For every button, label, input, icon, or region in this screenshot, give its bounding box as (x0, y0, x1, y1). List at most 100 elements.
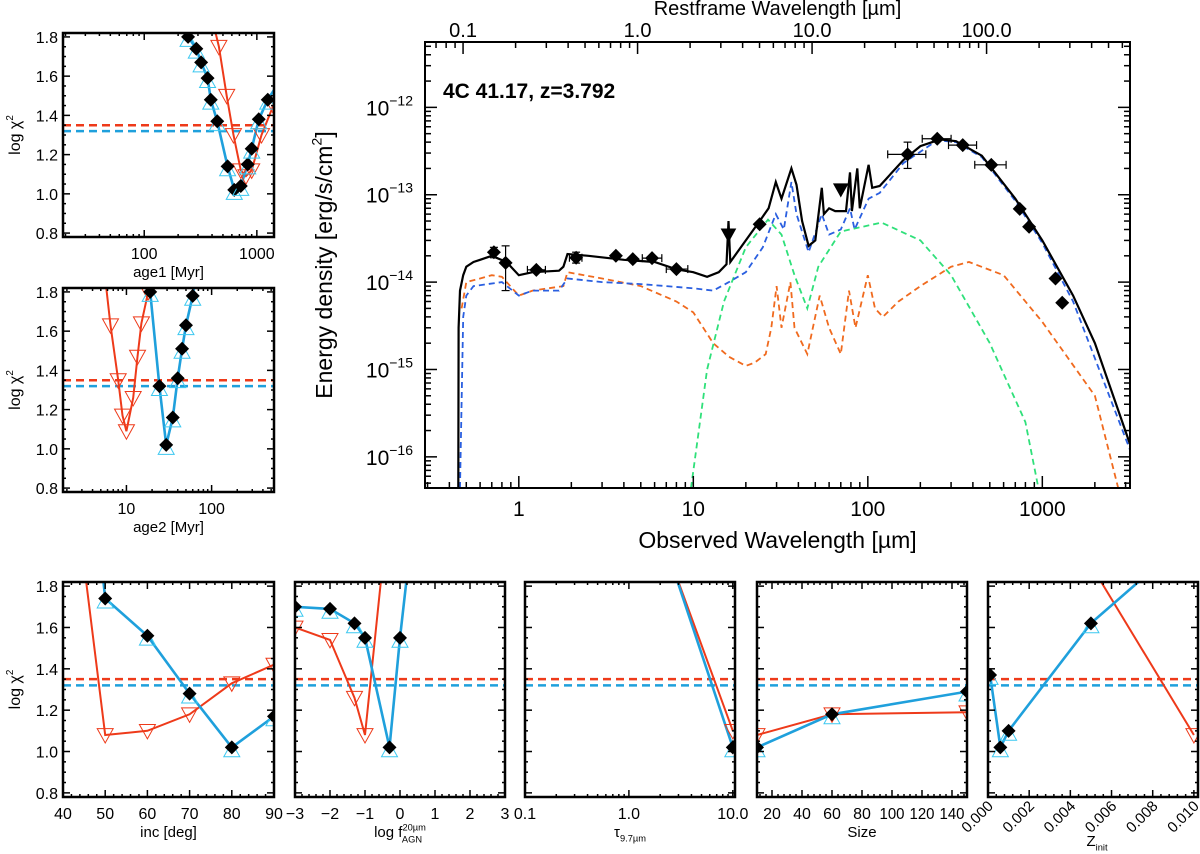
y-tick-label: 1.2 (36, 148, 58, 165)
y-axis-label: log χ2 (5, 370, 24, 410)
y-tick-exponent: −12 (389, 92, 413, 108)
y-tick-label: 1.6 (36, 324, 58, 341)
chi2-panel-tau: 0.1 1.0 10.0 τ9.7µm (514, 580, 748, 844)
chi2-line-red (295, 582, 382, 736)
sed-model-total-line (457, 138, 1130, 488)
x-tick-label: 10 (118, 501, 136, 518)
x-tick-label: −3 (286, 806, 304, 823)
y-axis-label-main: log χ (7, 120, 24, 155)
red-triangle-marker (96, 728, 115, 745)
diamond-marker (165, 410, 180, 425)
diamond-marker (182, 686, 197, 701)
diamond-marker (143, 288, 158, 299)
diamond-marker (323, 601, 337, 616)
x-axis-label: Size (847, 824, 876, 841)
red-triangle-marker (224, 128, 243, 145)
diamond-marker (960, 684, 967, 699)
x-tick-label: 0.004 (1041, 798, 1080, 837)
y-tick-label: 1.0 (36, 442, 58, 459)
x-axis-label-main: inc [deg] (140, 824, 197, 841)
chi2-plot-area (988, 582, 1198, 758)
sed-model-starburst-line (459, 139, 1130, 488)
red-triangle-marker (217, 88, 236, 105)
x-axis-label-main: Observed Wavelength [µm] (638, 527, 916, 553)
red-triangle-marker (132, 316, 151, 333)
x-tick-label: 0.010 (1164, 798, 1200, 837)
x-axis-label-sub: init (1096, 843, 1108, 853)
photometry-point (955, 138, 970, 153)
y-tick-exponent: −14 (389, 267, 413, 283)
chi2-axes-frame (755, 580, 969, 799)
diamond-marker (233, 179, 248, 193)
y-tick-label: 1.0 (36, 745, 58, 762)
y-axis-label-main: log χ (7, 675, 24, 710)
diamond-marker (220, 159, 235, 174)
y-tick-base: 10 (366, 359, 389, 382)
y-tick-label: 1.4 (36, 108, 58, 125)
diamond-marker (98, 591, 113, 606)
red-triangle-marker (237, 169, 255, 186)
x-tick-label: 1 (431, 806, 440, 823)
chi2-axes-frame (523, 580, 737, 799)
y-tick-label: 1.8 (36, 30, 58, 47)
x-tick-label: −2 (321, 806, 339, 823)
x-axis-label: τ9.7µm (614, 824, 646, 844)
y-axis-label-sup: 2 (5, 669, 16, 675)
y-tick-base: 10 (366, 272, 389, 295)
x-tick-label: 0.002 (999, 798, 1038, 837)
diamond-marker (393, 630, 407, 645)
diamond-marker (251, 112, 266, 127)
y-tick-exponent: −13 (389, 180, 413, 196)
chi2-line-blue (757, 690, 967, 749)
sed-title-annotation: 4C 41.17, z=3.792 (443, 80, 615, 103)
x-axis-label-sub: AGN (402, 834, 422, 844)
x-axis-label-main: age2 [Myr] (133, 519, 204, 536)
y-tick-label: 0.8 (36, 226, 58, 243)
diamond-marker (194, 55, 209, 70)
chi2-plot-area (295, 582, 505, 758)
chi2-plot-area (757, 677, 967, 758)
red-triangle-marker (180, 707, 199, 724)
y-tick-label: 1.6 (36, 620, 58, 637)
diamond-marker (152, 379, 167, 394)
photometry-point (569, 250, 584, 265)
chi2-line-red (677, 582, 734, 732)
y-tick-base: 10 (366, 97, 389, 120)
x-tick-label: 100 (131, 246, 158, 263)
red-triangle-marker (101, 318, 120, 335)
diamond-marker (189, 41, 204, 56)
chi2-line-blue (102, 582, 274, 750)
x-tick-label: 60 (139, 806, 157, 823)
upper-limit-marker (832, 183, 849, 198)
chi2-panel-fAGN: −3 −2 −1 0 1 2 3 log f20µm AGN (286, 580, 510, 844)
red-triangle-marker (128, 349, 147, 366)
red-triangle-marker (723, 723, 735, 740)
upper-limit-marker (720, 228, 737, 243)
red-triangle-marker (295, 620, 304, 637)
red-triangle-marker (117, 424, 136, 441)
chi2-line-red (105, 288, 150, 432)
y-axis-label-main: log χ (7, 375, 24, 410)
photometry-point (930, 131, 945, 146)
x-tick-label: 0.008 (1123, 798, 1162, 837)
y-tick-label: 10−14 (366, 267, 413, 295)
x-tick-label: 90 (265, 806, 283, 823)
chi2-line-red (85, 582, 274, 737)
y-tick-exponent: −15 (389, 354, 413, 370)
y-tick-label: 10−16 (366, 442, 413, 470)
sed-plot-area (457, 131, 1130, 488)
x-tick-label: 100 (198, 501, 225, 518)
y-tick-label: 1.8 (36, 285, 58, 302)
photometry-point (900, 147, 915, 162)
diamond-marker (140, 628, 155, 643)
x-axis-label: inc [deg] (140, 824, 197, 841)
chi2-axes-frame (293, 580, 507, 799)
chi2-axes-frame (61, 31, 276, 239)
y-axis-label-sup: 2 (5, 370, 16, 376)
x-axis-label: Zinit (1086, 833, 1107, 853)
x-tick-label: 0.1 (514, 806, 536, 823)
diamond-marker (185, 288, 200, 303)
diamond-marker (181, 33, 196, 44)
